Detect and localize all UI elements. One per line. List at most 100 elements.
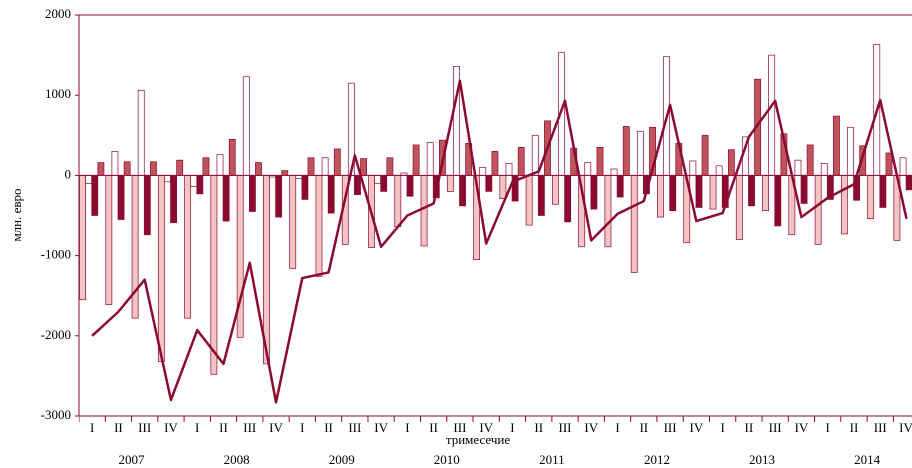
bar [806, 144, 814, 176]
bar [899, 157, 907, 176]
x-tick-label: III [769, 420, 782, 435]
bar [123, 161, 131, 176]
year-label: 2008 [224, 452, 250, 467]
x-tick-label: IV [374, 420, 388, 435]
bar [505, 163, 513, 176]
bar [604, 175, 612, 248]
bar [111, 150, 119, 176]
bar [833, 115, 840, 176]
bar [616, 175, 624, 198]
x-tick-label: IV [164, 420, 178, 435]
bar [479, 167, 487, 176]
bar [800, 175, 808, 204]
line [91, 79, 908, 404]
y-tick-label: -1000 [41, 247, 71, 262]
bar [157, 175, 165, 362]
year-label: 2011 [539, 452, 565, 467]
bar [117, 175, 125, 220]
y-tick-label: -3000 [41, 407, 71, 422]
x-tick-label: I [195, 420, 199, 435]
bar [315, 175, 323, 277]
bar [531, 134, 539, 176]
bar [354, 175, 361, 195]
bar [630, 175, 638, 273]
bar [131, 175, 139, 319]
y-axis-label: млн. евро [9, 188, 24, 241]
bar [446, 175, 454, 192]
bar [610, 168, 618, 176]
y-tick-label: 2000 [45, 6, 71, 21]
x-tick-label: IV [269, 420, 283, 435]
bar [222, 175, 230, 222]
bar [275, 175, 283, 218]
bar [380, 175, 388, 192]
bar [885, 152, 893, 176]
x-tick-label: I [826, 420, 830, 435]
bar [228, 138, 236, 176]
bar [248, 175, 256, 212]
bar [840, 175, 848, 235]
bar [150, 161, 157, 176]
bar [552, 175, 559, 205]
bar [327, 175, 335, 214]
x-tick-label: II [850, 420, 859, 435]
bar [657, 175, 664, 218]
bar [394, 175, 402, 228]
bar [236, 175, 244, 338]
x-tick-label: I [720, 420, 724, 435]
bar [137, 90, 145, 176]
bar [689, 160, 697, 176]
bar [622, 126, 630, 176]
bar [210, 175, 218, 375]
x-tick-label: II [534, 420, 543, 435]
x-tick-label: II [429, 420, 438, 435]
bar [636, 130, 644, 176]
x-tick-label: I [615, 420, 619, 435]
x-tick-label: IV [584, 420, 598, 435]
bar [847, 126, 854, 176]
bar [176, 159, 184, 176]
bar [748, 175, 755, 207]
x-tick-label: II [219, 420, 228, 435]
bar [564, 175, 572, 223]
bar [905, 175, 912, 191]
bar [289, 175, 297, 269]
x-tick-label: III [138, 420, 151, 435]
bar [517, 146, 525, 176]
bar [164, 175, 171, 183]
bar [79, 175, 86, 301]
bar [190, 175, 198, 187]
year-label: 2012 [644, 452, 670, 467]
bar [426, 142, 434, 176]
bar [820, 163, 828, 176]
bar [196, 175, 204, 195]
bar [202, 157, 210, 176]
x-tick-label: II [114, 420, 123, 435]
bar [867, 175, 875, 220]
x-tick-label: II [639, 420, 648, 435]
x-tick-label: IV [795, 420, 809, 435]
x-tick-label: I [405, 420, 409, 435]
x-tick-label: III [243, 420, 256, 435]
year-label: 2014 [854, 452, 881, 467]
bar [794, 159, 802, 176]
bar [695, 175, 703, 208]
bar [386, 157, 394, 176]
x-tick-label: III [664, 420, 677, 435]
bar [307, 157, 315, 176]
bar [85, 175, 93, 184]
y-tick-label: 0 [65, 166, 72, 181]
bar [105, 175, 113, 305]
bar [255, 162, 262, 176]
bar [281, 170, 289, 176]
bar [374, 175, 382, 184]
bar [814, 175, 822, 245]
x-axis-label: тримесечие [446, 432, 510, 447]
bar [584, 162, 592, 176]
bar [170, 175, 177, 224]
bar [499, 175, 507, 200]
year-label: 2010 [434, 452, 460, 467]
bar [97, 162, 105, 176]
x-tick-label: IV [479, 420, 493, 435]
bar [143, 175, 151, 236]
